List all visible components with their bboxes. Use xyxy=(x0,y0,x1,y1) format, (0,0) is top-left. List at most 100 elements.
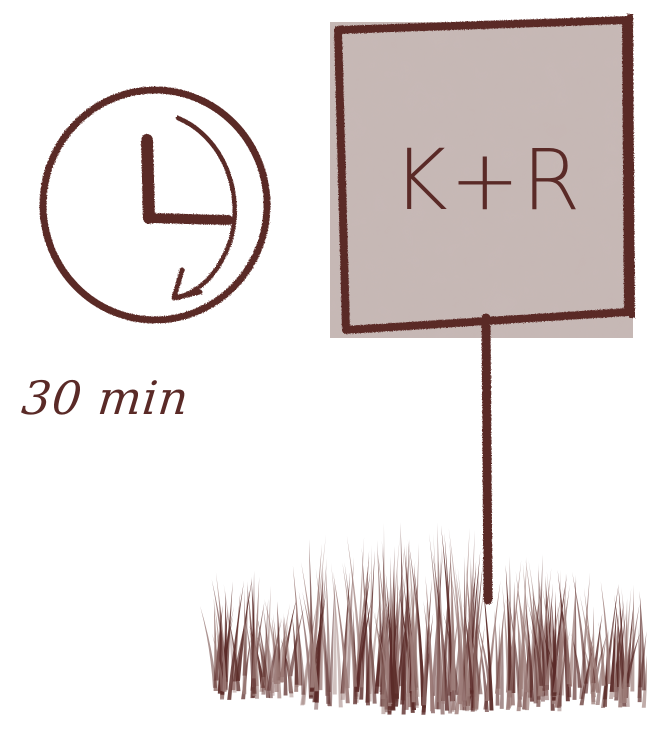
grass-blade xyxy=(463,601,475,711)
grass-blade xyxy=(327,583,335,707)
grass-blade xyxy=(630,584,635,692)
grass-blade xyxy=(332,574,337,695)
sign-board-outline xyxy=(334,16,632,334)
grass-blade xyxy=(618,585,626,689)
grass-blade xyxy=(375,612,382,687)
grass-blade xyxy=(524,582,542,711)
grass-blade xyxy=(540,605,550,701)
grass-blade xyxy=(211,633,225,692)
grass-blade xyxy=(638,631,647,688)
grass-blade xyxy=(477,628,489,712)
sign-text: K+R xyxy=(392,131,583,229)
grass-blade xyxy=(441,627,453,714)
grass-blade xyxy=(619,620,634,704)
grass-blade xyxy=(552,622,566,693)
grass-blade xyxy=(282,621,293,692)
grass-blade xyxy=(525,605,535,702)
grass-blade xyxy=(406,597,416,703)
grass-blade xyxy=(516,588,534,688)
grass-blade xyxy=(539,617,557,700)
grass-blade xyxy=(496,619,504,695)
grass-blade xyxy=(584,615,600,693)
grass-blade xyxy=(200,606,218,688)
grass-blade xyxy=(391,586,396,699)
grass-blade xyxy=(223,581,233,691)
grass-blade xyxy=(572,571,588,684)
grass-blade xyxy=(614,621,619,688)
grass-blade xyxy=(409,580,420,697)
grass-blade xyxy=(626,603,640,688)
grass-blade xyxy=(302,591,319,692)
signpost-icon xyxy=(330,13,635,605)
grass-blade xyxy=(556,646,567,708)
grass-blade xyxy=(377,551,393,707)
grass-blade xyxy=(572,574,577,700)
grass-blade xyxy=(515,571,529,693)
grass-blade xyxy=(639,590,646,691)
grass-blade xyxy=(242,588,247,695)
grass-blade xyxy=(482,580,494,711)
grass-blade xyxy=(571,632,582,688)
grass-blade xyxy=(214,605,223,681)
clock-with-arrow-icon xyxy=(39,86,271,324)
grass-blade xyxy=(252,625,257,679)
grass-blade xyxy=(367,545,372,702)
grass-blade xyxy=(342,562,358,687)
clock-arrow-arc xyxy=(175,115,237,301)
grass-blade xyxy=(532,591,548,686)
grass-blade xyxy=(562,586,571,685)
grass-blade xyxy=(355,570,371,690)
grass-blade xyxy=(388,556,393,703)
grass-blade xyxy=(227,580,245,700)
grass-blade xyxy=(494,598,506,694)
grass-blade xyxy=(450,567,466,708)
grass-blade xyxy=(376,624,393,704)
grass-blade xyxy=(298,591,313,699)
clock-arrow-head xyxy=(171,267,203,301)
sign-board-texture xyxy=(330,22,633,338)
grass-blade xyxy=(579,594,597,698)
grass-blade xyxy=(473,600,478,712)
grass-blade xyxy=(505,564,513,691)
clock-face xyxy=(39,86,271,324)
sign-pole xyxy=(481,313,493,605)
grass-blade xyxy=(279,621,289,683)
grass-blade xyxy=(432,551,449,711)
grass-blade xyxy=(364,586,377,704)
grass-blade xyxy=(529,586,534,691)
grass-blade xyxy=(437,549,446,704)
grass-blade xyxy=(425,575,435,712)
grass-blade xyxy=(314,566,324,703)
grass-blade xyxy=(422,588,428,706)
grass-blade xyxy=(257,630,266,678)
grass-blade xyxy=(291,613,299,685)
grass-blade xyxy=(274,637,279,693)
grass-blade xyxy=(554,584,570,708)
grass-blade xyxy=(454,566,472,711)
grass-blade xyxy=(277,603,290,677)
grass-blade xyxy=(516,603,523,697)
grass-blade xyxy=(474,624,485,710)
grass-blade xyxy=(264,585,271,690)
grass-blade xyxy=(436,522,441,710)
grass-blade xyxy=(320,593,331,704)
clock-minute-hand xyxy=(144,213,233,225)
grass-blade xyxy=(381,522,386,715)
grass-blade xyxy=(408,542,426,698)
grass-blade xyxy=(449,540,456,691)
grass-blade xyxy=(296,612,306,695)
duration-label: 30 min xyxy=(19,371,192,425)
grass-blade xyxy=(568,579,577,687)
grass-blade xyxy=(325,565,331,692)
grass-blade xyxy=(361,547,370,706)
grass-blade xyxy=(266,617,283,691)
grass-blade xyxy=(507,617,517,707)
grass-blade xyxy=(261,598,269,695)
grass-blade xyxy=(600,581,612,684)
grass-blade xyxy=(551,597,557,694)
grass-blade xyxy=(221,632,227,692)
grass-blade xyxy=(433,533,442,703)
grass-blade xyxy=(401,539,410,715)
grass-blade xyxy=(354,536,365,703)
